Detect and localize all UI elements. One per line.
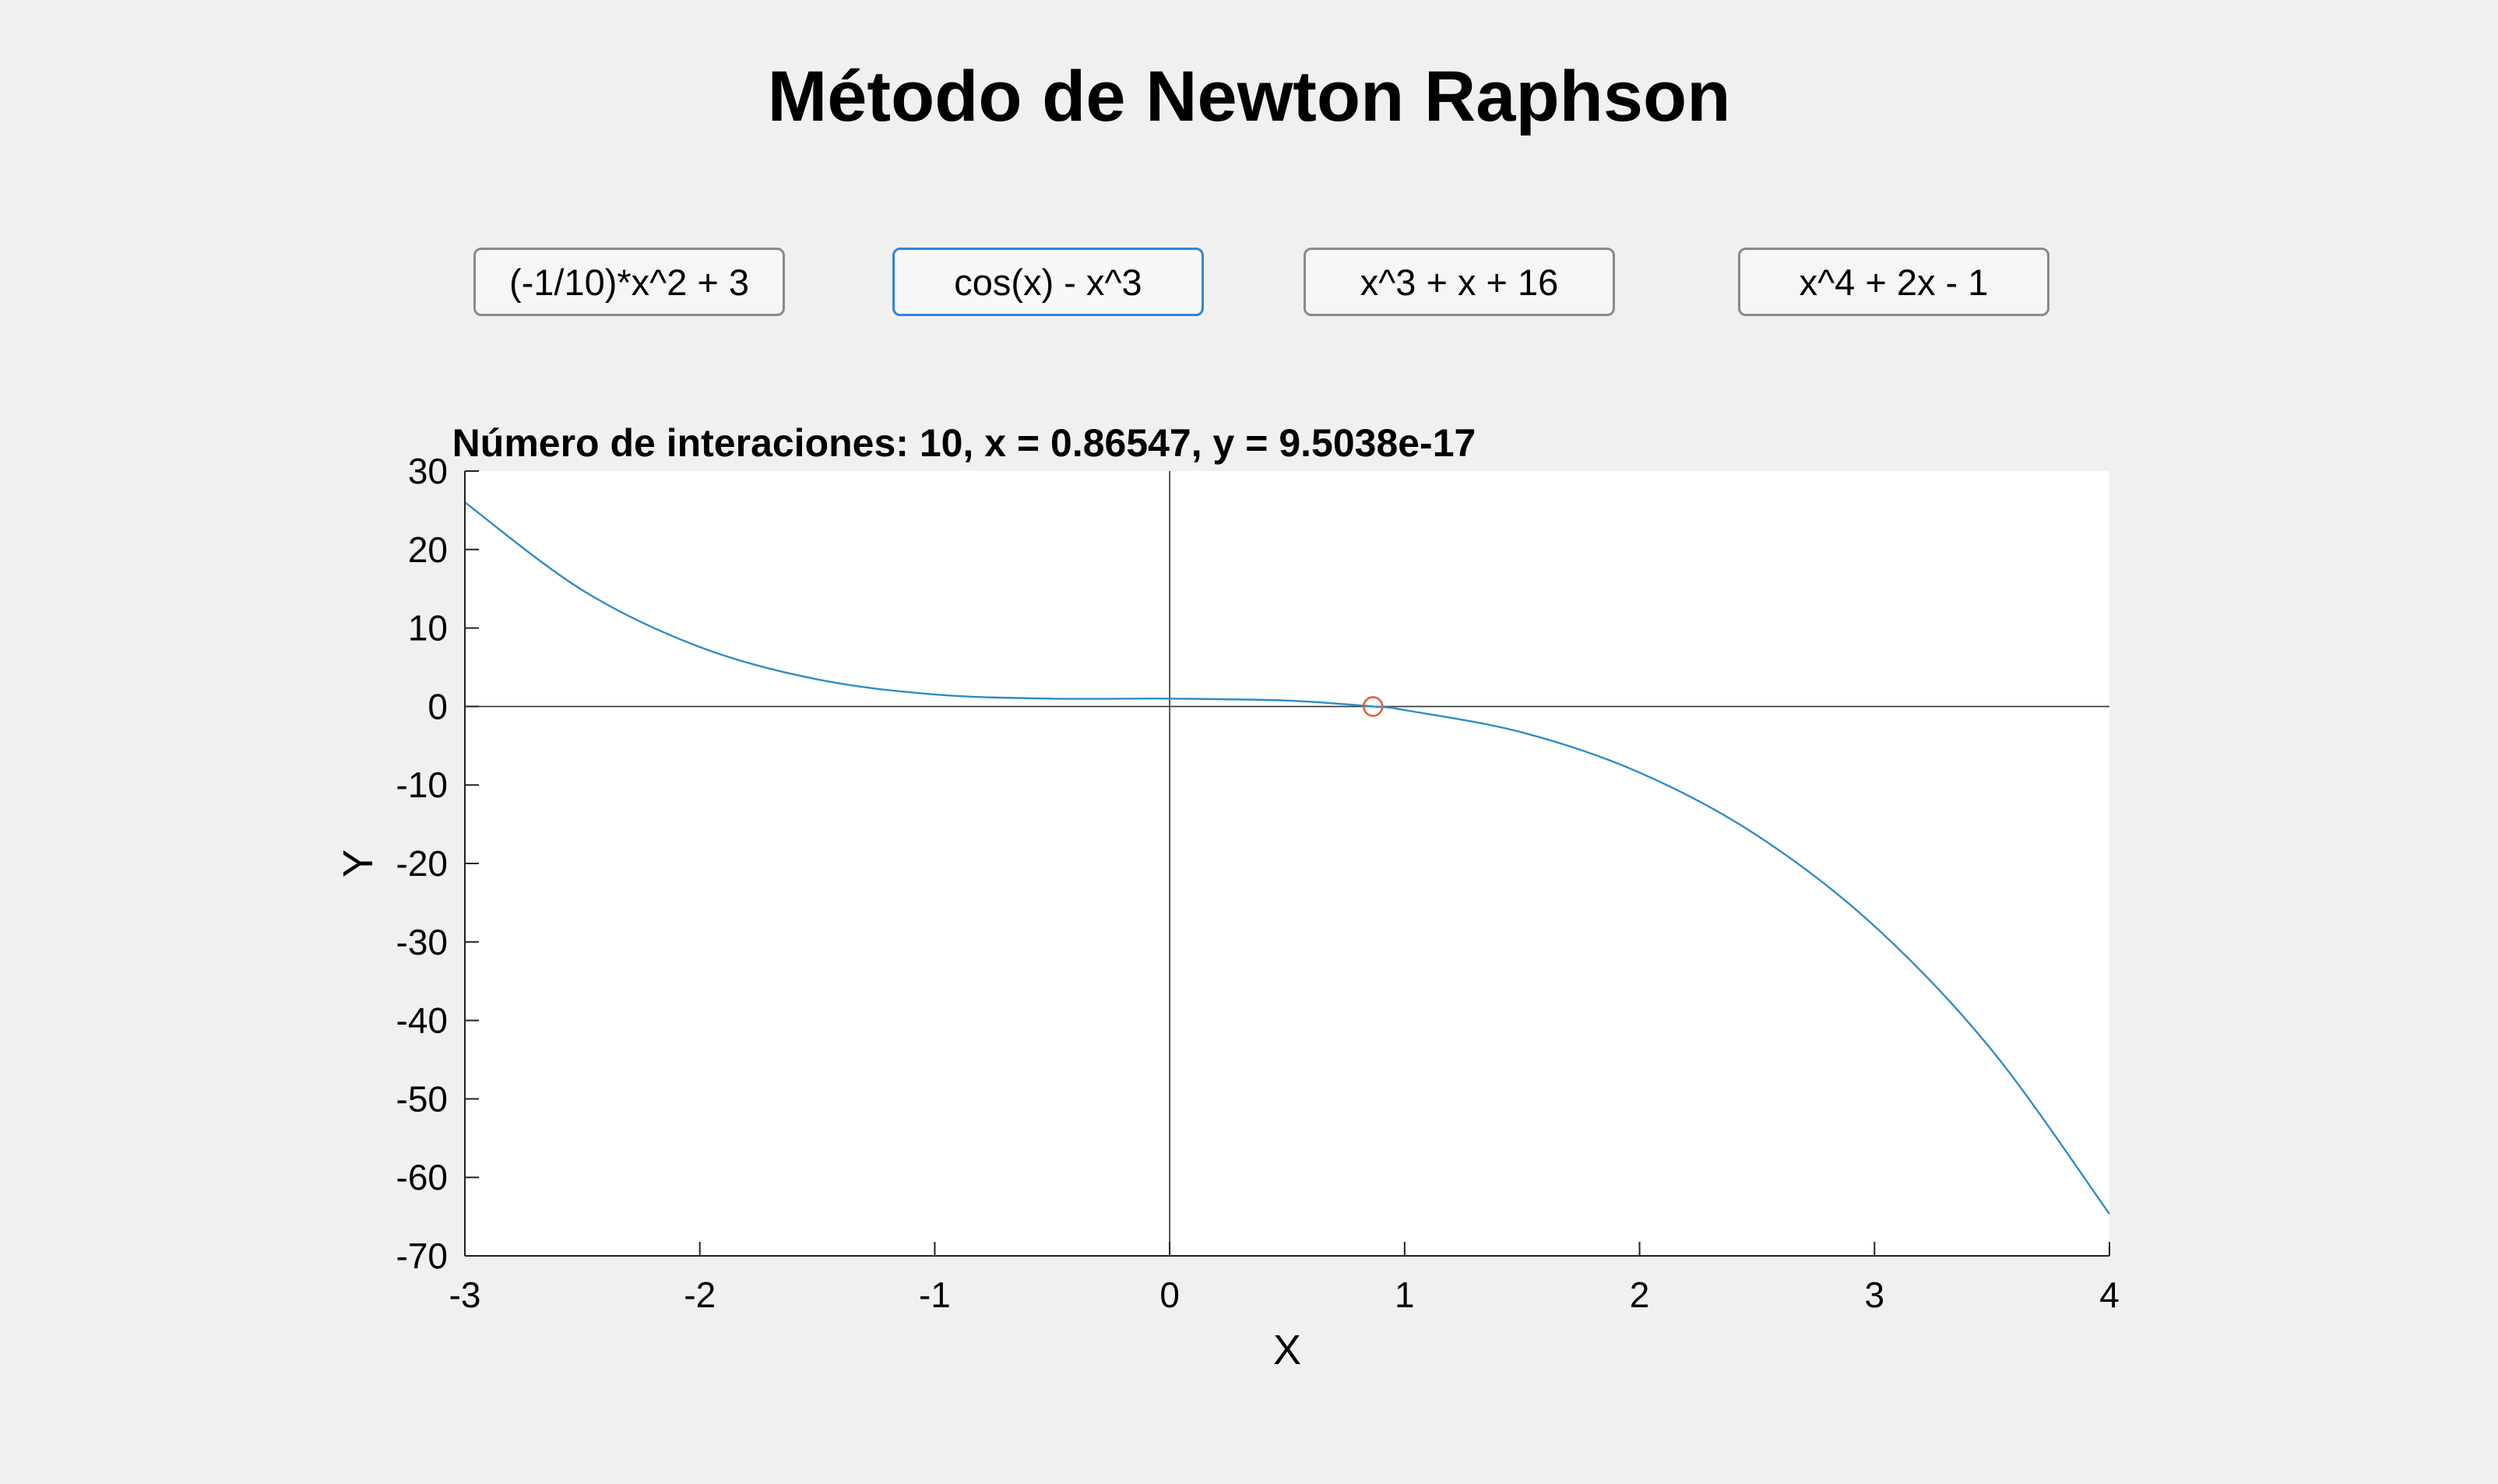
app-title: Método de Newton Raphson — [767, 57, 1731, 136]
x-tick-label: 2 — [1630, 1275, 1650, 1315]
plot-area[interactable] — [465, 471, 2109, 1256]
function-button-cos-cubic[interactable]: cos(x) - x^3 — [892, 248, 1204, 316]
y-tick-label: -60 — [396, 1157, 448, 1197]
function-curve — [464, 501, 2110, 1215]
x-tick-label: 4 — [2099, 1275, 2120, 1315]
y-tick-label: 20 — [408, 529, 448, 570]
x-tick-label: 0 — [1159, 1275, 1180, 1315]
x-tick-label: -2 — [684, 1275, 716, 1315]
y-tick-label: -20 — [396, 843, 448, 884]
y-tick-label: -70 — [396, 1236, 448, 1276]
y-tick-label: 0 — [427, 686, 448, 726]
y-axis-label: Y — [335, 849, 382, 877]
y-tick-label: -40 — [396, 1000, 448, 1041]
y-tick-label: -30 — [396, 922, 448, 962]
chart-title: Número de interaciones: 10, x = 0.86547,… — [452, 421, 1476, 465]
root-marker — [1362, 696, 1384, 717]
y-tick-label: -10 — [396, 765, 448, 805]
y-tick-label: -50 — [396, 1078, 448, 1119]
y-tick-label: 10 — [408, 608, 448, 649]
x-axis-label: X — [1273, 1327, 1301, 1373]
x-tick-label: 3 — [1864, 1275, 1884, 1315]
x-tick-label: 1 — [1395, 1275, 1415, 1315]
x-tick-label: -1 — [919, 1275, 951, 1315]
function-button-quadratic[interactable]: (-1/10)*x^2 + 3 — [473, 248, 785, 316]
function-button-quartic[interactable]: x^4 + 2x - 1 — [1738, 248, 2049, 316]
function-button-cubic[interactable]: x^3 + x + 16 — [1304, 248, 1615, 316]
x-tick-label: -3 — [449, 1275, 481, 1315]
y-tick-label: 30 — [408, 451, 448, 491]
